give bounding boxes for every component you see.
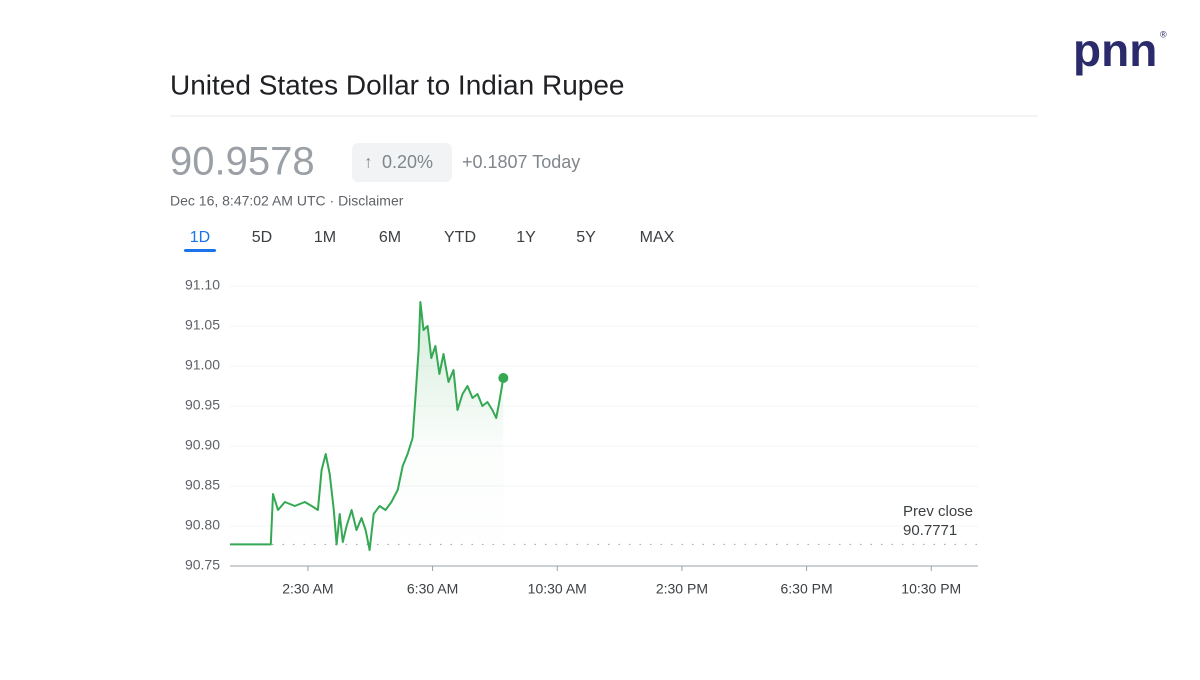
y-tick-label: 90.95 (185, 397, 220, 413)
logo-mark: ® (1160, 29, 1167, 39)
title: United States Dollar to Indian Rupee (170, 69, 625, 100)
x-tick-label: 10:30 PM (901, 581, 961, 597)
x-tick-label: 2:30 AM (282, 581, 333, 597)
tab[interactable]: 1M (314, 229, 336, 246)
x-tick-label: 2:30 PM (656, 581, 708, 597)
plot: 90.75 90.80 90.85 90.90 90.95 91.00 91.05 91.10… (185, 277, 978, 597)
y-tick-label: 91.10 (185, 277, 220, 293)
timestamp: Dec 16, 8:47:02 AM UTC · Disclaimer (170, 193, 404, 209)
tabs: 1D 5D 1M 6M YTD 1Y 5Y MAX (184, 229, 675, 252)
tab-indicator (184, 249, 216, 252)
tab[interactable]: 5Y (576, 229, 596, 246)
area (230, 302, 504, 566)
change-pct: 0.20% (382, 152, 433, 172)
change-pill (352, 143, 452, 182)
logo: pnn (1073, 24, 1157, 76)
change-abs: +0.1807 Today (462, 152, 580, 172)
y-tick-label: 90.90 (185, 437, 220, 453)
tab[interactable]: MAX (640, 229, 675, 246)
y-tick-label: 91.00 (185, 357, 220, 373)
tab[interactable]: 1D (190, 229, 210, 246)
y-tick-label: 91.05 (185, 317, 220, 333)
prev-close-value: 90.7771 (903, 522, 957, 539)
y-tick-label: 90.75 (185, 557, 220, 573)
tab[interactable]: 6M (379, 229, 401, 246)
x-tick-label: 10:30 AM (528, 581, 587, 597)
price: 90.9578 (170, 140, 315, 184)
y-tick-label: 90.85 (185, 477, 220, 493)
arrow-icon: ↑ (364, 152, 373, 171)
tab[interactable]: YTD (444, 229, 476, 246)
last-point (498, 373, 509, 383)
y-tick-label: 90.80 (185, 517, 220, 533)
x-tick-label: 6:30 PM (781, 581, 833, 597)
prev-close-label: Prev close (903, 503, 973, 520)
tab[interactable]: 5D (252, 229, 272, 246)
tab[interactable]: 1Y (516, 229, 536, 246)
x-tick-label: 6:30 AM (407, 581, 458, 597)
price-line (230, 301, 505, 551)
